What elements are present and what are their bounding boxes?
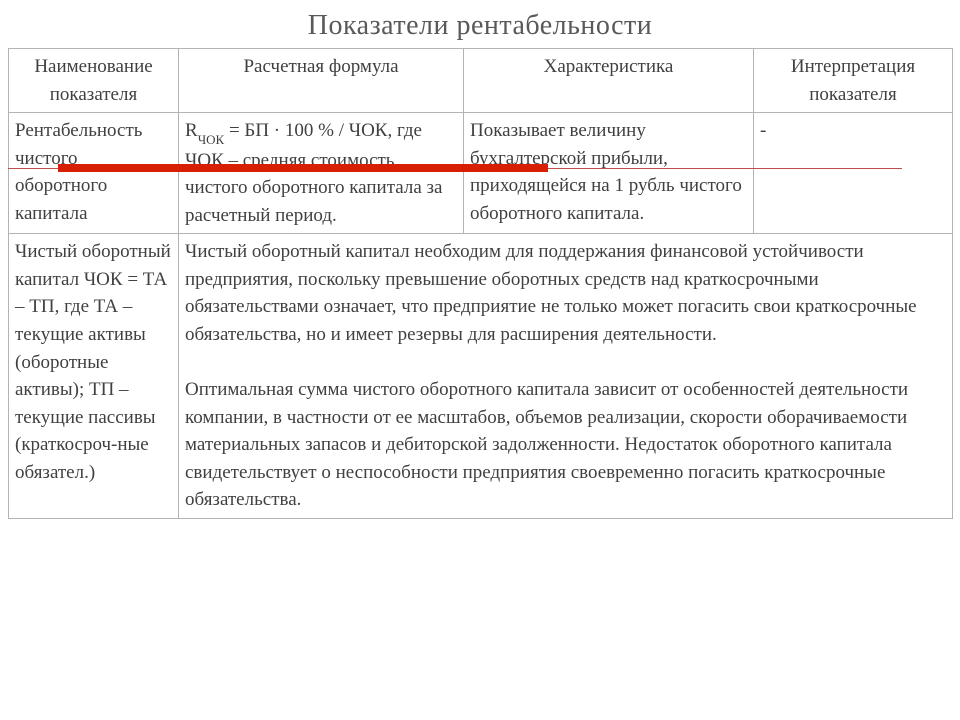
cell-name-1: Рентабельность чистого оборотного капита…	[9, 113, 179, 234]
table-header-row: Наименование показателя Расчетная формул…	[9, 49, 953, 113]
page-title: Показатели рентабельности	[8, 10, 952, 42]
desc-paragraph-2: Оптимальная сумма чистого оборотного кап…	[185, 379, 908, 510]
table-row: Чистый оборотный капитал ЧОК = ТА – ТП, …	[9, 234, 953, 518]
decorative-red-bar	[58, 164, 548, 172]
decorative-red-thin-right	[548, 168, 902, 169]
cell-description-2: Чистый оборотный капитал необходим для п…	[179, 234, 953, 518]
cell-name-2: Чистый оборотный капитал ЧОК = ТА – ТП, …	[9, 234, 179, 518]
formula-subscript: ЧОК	[198, 132, 225, 147]
col-header-formula: Расчетная формула	[179, 49, 464, 113]
col-header-interpretation: Интерпретация показателя	[754, 49, 953, 113]
decorative-red-thin-left	[8, 168, 58, 169]
desc-paragraph-1: Чистый оборотный капитал необходим для п…	[185, 241, 917, 345]
indicators-table: Наименование показателя Расчетная формул…	[8, 48, 953, 519]
cell-interpretation-1: -	[754, 113, 953, 234]
col-header-characteristic: Характеристика	[464, 49, 754, 113]
cell-formula-1: RЧОК = БП · 100 % / ЧОК, где ЧОК – средн…	[179, 113, 464, 234]
formula-prefix: R	[185, 120, 198, 141]
table-row: Рентабельность чистого оборотного капита…	[9, 113, 953, 234]
col-header-name: Наименование показателя	[9, 49, 179, 113]
cell-characteristic-1: Показывает величину бухгалтерской прибыл…	[464, 113, 754, 234]
